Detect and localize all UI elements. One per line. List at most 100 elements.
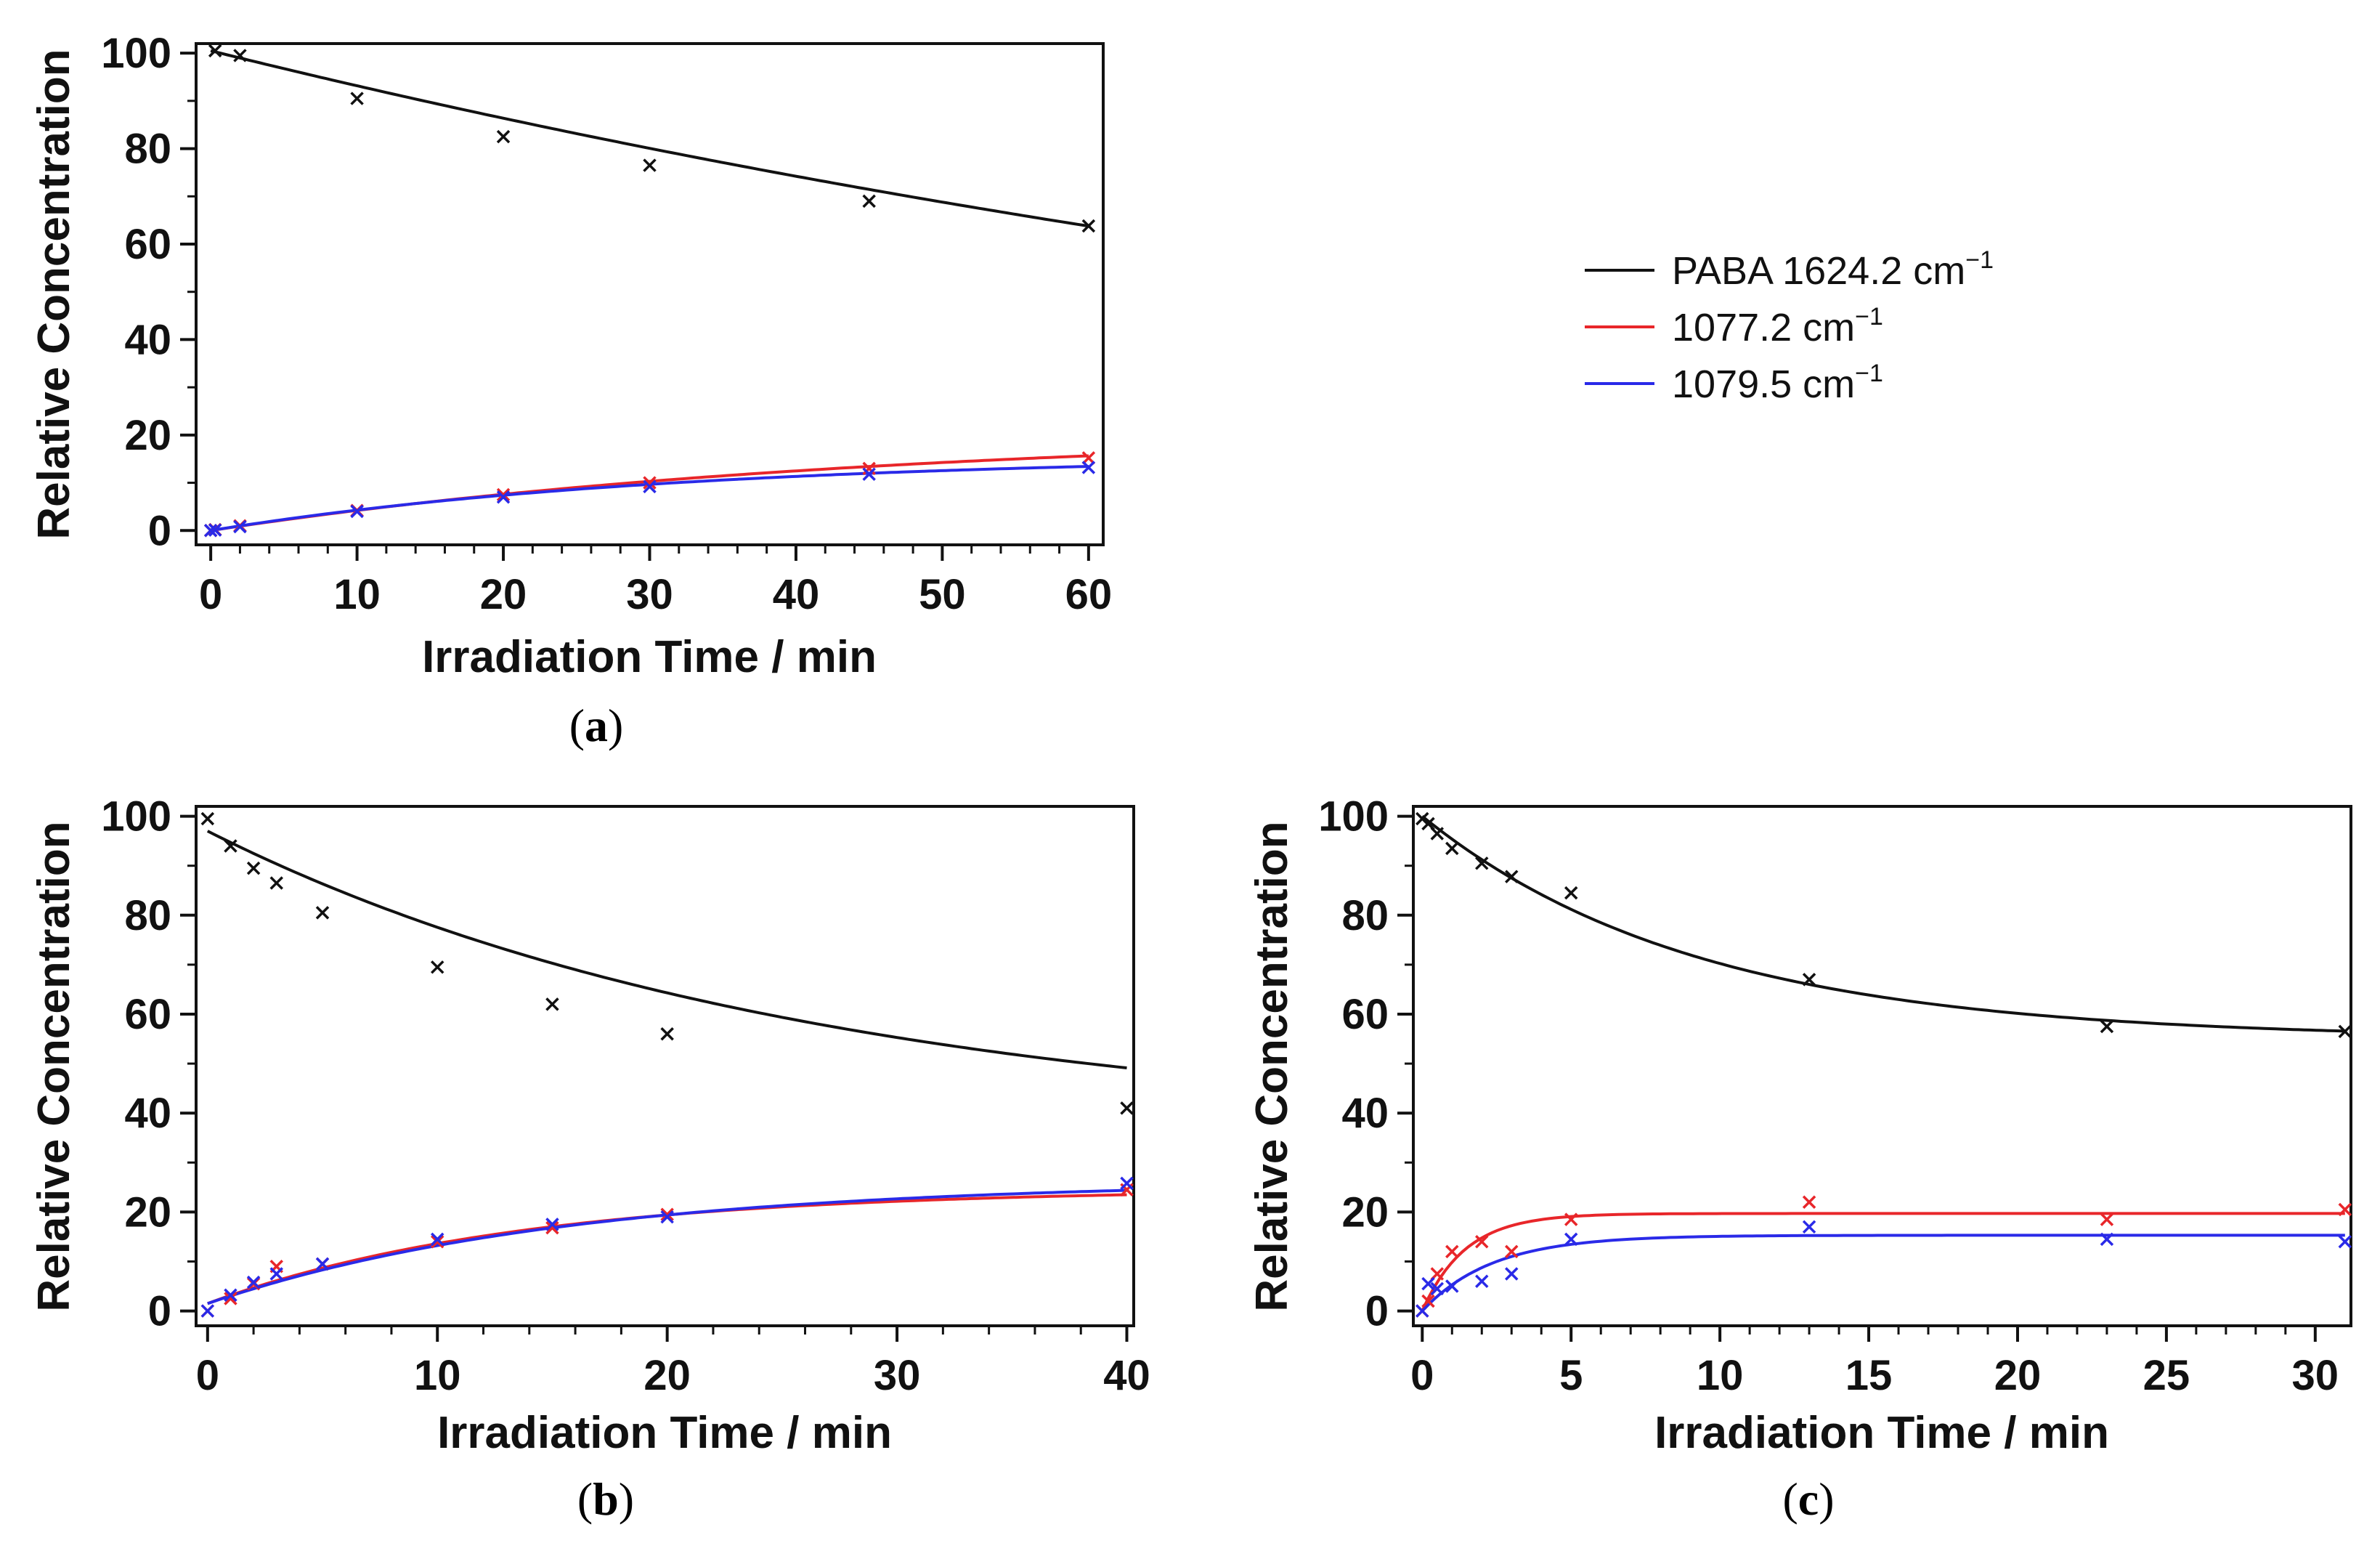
marker-stroke (1430, 1281, 1445, 1296)
y-tick-label: 20 (124, 412, 171, 459)
data-point (1505, 1267, 1519, 1281)
marker-stroke (2338, 1235, 2352, 1249)
marker-stroke (1475, 1235, 1489, 1249)
marker-stroke (1445, 1279, 1459, 1293)
panel-label-a: (a) (569, 700, 624, 751)
y-tick-label: 20 (1341, 1188, 1389, 1236)
marker-stroke (643, 479, 657, 494)
x-tick-label: 0 (1410, 1352, 1434, 1399)
y-tick-label: 0 (148, 1288, 171, 1335)
data-point (233, 519, 247, 534)
marker-stroke (224, 1288, 237, 1303)
panel-b: 0 10 20 30 40 0 20 40 60 80 100 Irradiation Time /… (29, 793, 1150, 1525)
data-point (862, 467, 876, 481)
y-tick-label: 60 (1341, 991, 1389, 1038)
marker-stroke (862, 467, 876, 481)
legend-label-sup: −1 (1965, 246, 1994, 274)
marker-stroke (1120, 1176, 1134, 1191)
axis-ticks: 0 10 20 30 40 0 20 40 60 80 100 (101, 793, 1150, 1399)
y-tick-label: 80 (1341, 892, 1389, 939)
data-point (208, 44, 222, 58)
x-tick-label: 30 (626, 571, 673, 618)
marker-stroke (2338, 1024, 2352, 1039)
data-point (660, 1210, 674, 1224)
data-point (643, 158, 657, 172)
marker-stroke (1475, 1274, 1489, 1288)
panel-a: 0 10 20 30 40 50 60 0 20 40 60 80 100 Irradiation Ti… (29, 30, 1112, 751)
data-point (224, 1288, 237, 1303)
data-point (208, 523, 222, 537)
marker-stroke (208, 44, 222, 58)
data-point (545, 997, 559, 1011)
fit-curve-0 (210, 49, 1089, 228)
marker-stroke (545, 997, 559, 1011)
marker-stroke (431, 1235, 444, 1249)
data-point (1421, 1276, 1435, 1291)
marker-stroke (2338, 1202, 2352, 1217)
marker-stroke (350, 504, 364, 519)
data-point (200, 1304, 215, 1318)
data-point (496, 490, 511, 504)
data-point (233, 49, 247, 62)
marker-stroke (1421, 1294, 1435, 1308)
fit-curve-1 (207, 1193, 1127, 1305)
legend-label-sup: −1 (1855, 360, 1883, 387)
data-point (431, 1235, 444, 1249)
marker-stroke (208, 523, 222, 537)
y-axis-title: Relative Concentration (1247, 821, 1297, 1311)
marker-stroke (1564, 1212, 1578, 1226)
marker-stroke (269, 1267, 283, 1281)
marker-stroke (1445, 1244, 1459, 1259)
data-points (1416, 811, 2352, 1318)
panel-letter: a (585, 700, 608, 751)
marker-stroke (1505, 870, 1519, 883)
data-point (246, 1275, 261, 1289)
data-point (1505, 1244, 1519, 1259)
panel-label-c: (c) (1782, 1473, 1834, 1525)
marker-stroke (203, 524, 218, 538)
y-tick-label: 60 (124, 991, 171, 1038)
data-point (1564, 1232, 1578, 1247)
data-point (431, 960, 444, 974)
fit-curve-0 (1421, 815, 2345, 1033)
panel-letter: c (1798, 1473, 1819, 1525)
data-point (1445, 841, 1459, 856)
marker-stroke (1120, 1101, 1134, 1115)
marker-stroke (233, 49, 247, 62)
marker-stroke (496, 129, 511, 144)
x-tick-label: 30 (874, 1352, 921, 1399)
marker-stroke (545, 1218, 559, 1231)
data-points (200, 811, 1134, 1318)
data-point (224, 839, 237, 853)
marker-stroke (2100, 1019, 2114, 1034)
legend: PABA 1624.2 cm−1 1077.2 cm−1 1079.5 cm−1 (1585, 246, 1994, 406)
data-point (1081, 451, 1096, 465)
x-tick-label: 10 (414, 1352, 461, 1399)
data-point (1445, 1279, 1459, 1293)
fit-curves (1421, 815, 2345, 1312)
data-point (643, 479, 657, 494)
data-point (2100, 1232, 2114, 1247)
legend-entry-paba: PABA 1624.2 cm−1 (1585, 246, 1994, 293)
y-tick-label: 60 (124, 221, 171, 268)
data-point (1802, 973, 1816, 987)
marker-stroke (545, 1220, 559, 1235)
marker-stroke (315, 1257, 330, 1271)
data-point (2100, 1212, 2114, 1226)
fit-curve-2 (210, 465, 1089, 532)
marker-stroke (1475, 856, 1489, 870)
data-point (1802, 1195, 1816, 1209)
data-point (1505, 870, 1519, 883)
data-point (496, 487, 511, 502)
data-point (224, 1292, 237, 1305)
marker-stroke (1564, 886, 1578, 900)
data-point (431, 1232, 444, 1247)
y-tick-label: 80 (124, 126, 171, 173)
x-tick-label: 0 (196, 1352, 219, 1399)
y-tick-label: 100 (101, 30, 171, 77)
marker-stroke (224, 1292, 237, 1305)
fit-curve-1 (210, 454, 1089, 532)
x-tick-label: 25 (2143, 1352, 2190, 1399)
legend-label-main: PABA 1624.2 cm (1672, 249, 1965, 293)
